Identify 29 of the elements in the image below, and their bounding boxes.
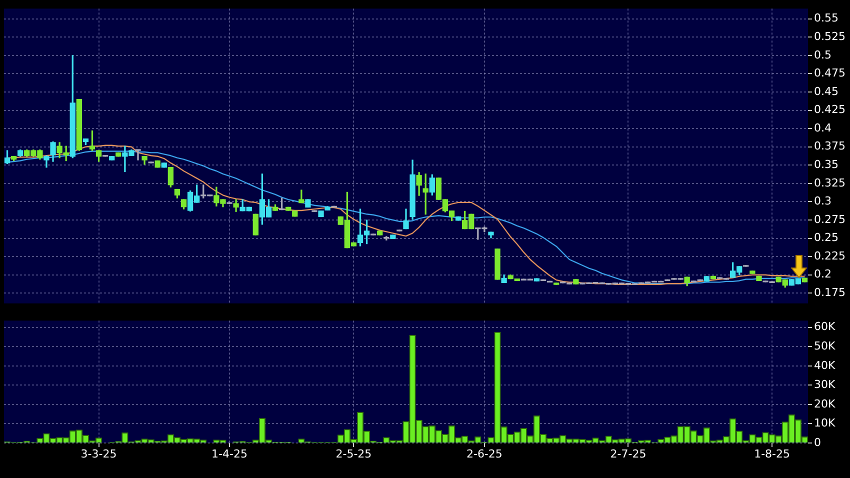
y-tick-label: 0.55 bbox=[814, 12, 838, 25]
x-tick-label: 3-3-25 bbox=[80, 447, 117, 460]
y-tick-label: 0.325 bbox=[814, 176, 846, 190]
x-tick-label: 1-4-25 bbox=[212, 447, 248, 460]
y-tick-label: 0.175 bbox=[814, 286, 846, 300]
y-tick-label: 0.425 bbox=[814, 103, 846, 116]
x-tick-label: 2-5-25 bbox=[336, 447, 372, 460]
y-tick-label: 0.4 bbox=[814, 121, 832, 134]
y-tick-label: 0.2 bbox=[814, 268, 832, 281]
y-tick-label: 0.225 bbox=[814, 249, 846, 262]
y-tick-label: 0.5 bbox=[814, 48, 832, 62]
y-tick-label: 0.45 bbox=[814, 84, 838, 98]
x-tick-label: 2-6-25 bbox=[466, 447, 502, 460]
y-tick-label: 40K bbox=[814, 358, 836, 372]
y-tick-label: 0.475 bbox=[814, 66, 846, 80]
y-tick-label: 50K bbox=[814, 339, 836, 352]
x-tick-label: 1-8-25 bbox=[754, 447, 790, 460]
x-tick-label: 2-7-25 bbox=[610, 447, 646, 460]
y-tick-label: 30K bbox=[814, 378, 836, 392]
y-tick-label: 0.25 bbox=[814, 231, 838, 244]
y-tick-label: 0.375 bbox=[814, 140, 846, 153]
y-tick-label: 0.525 bbox=[814, 30, 846, 43]
y-tick-label: 0 bbox=[814, 436, 821, 449]
y-tick-label: 0.3 bbox=[814, 194, 832, 208]
y-tick-label: 0.275 bbox=[814, 212, 846, 226]
y-tick-label: 60K bbox=[814, 320, 836, 334]
y-tick-label: 0.35 bbox=[814, 158, 838, 172]
y-tick-label: 10K bbox=[814, 416, 836, 430]
y-tick-label: 20K bbox=[814, 397, 836, 410]
